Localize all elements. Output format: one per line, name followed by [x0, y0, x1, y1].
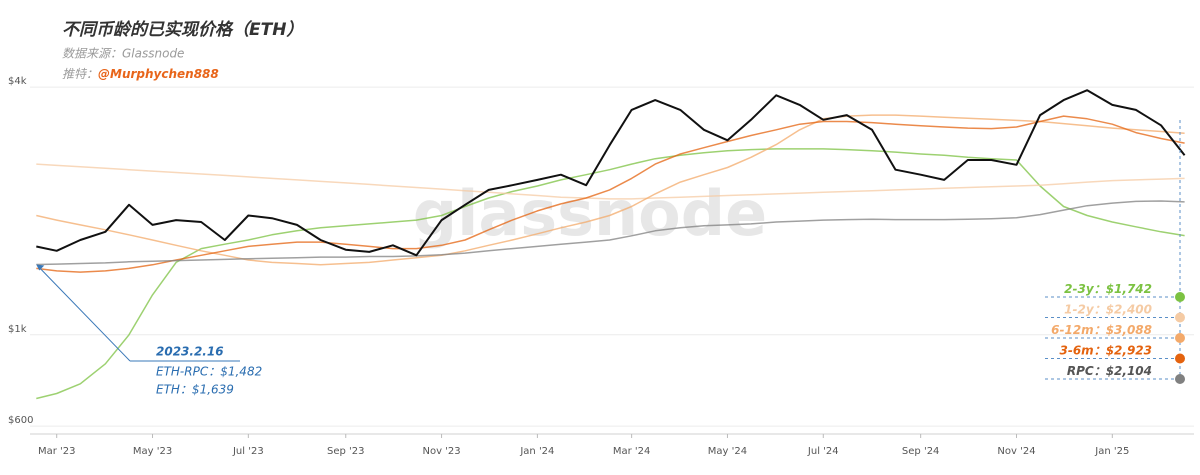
series-line [36, 115, 1185, 273]
series-line [36, 89, 1186, 257]
y-tick-label: $600 [8, 415, 33, 426]
x-tick-label: Mar '23 [38, 446, 76, 457]
legend-dot [1175, 374, 1185, 384]
twitter: 推特：@Murphychen888 [62, 67, 219, 81]
annotation-arrow [38, 267, 131, 362]
x-tick-label: Nov '23 [422, 446, 460, 457]
twitter-handle: @Murphychen888 [98, 67, 219, 81]
chart-title: 不同币龄的已实现价格（ETH） [62, 20, 303, 40]
x-tick-label: Jan '25 [1094, 446, 1129, 457]
legend-dot [1175, 333, 1185, 343]
y-tick-label: $4k [8, 76, 27, 87]
end-label: 1-2y：$2,400 [1064, 302, 1152, 316]
twitter-label: 推特： [62, 67, 98, 81]
legend-dot [1175, 292, 1185, 302]
legend-dot [1175, 312, 1185, 323]
end-value: $3,088 [1106, 323, 1152, 337]
annotation-line: ETH：$1,639 [156, 383, 234, 397]
annotation-arrowhead [36, 264, 45, 271]
end-value: $2,104 [1106, 364, 1152, 378]
x-tick-label: May '24 [708, 446, 747, 457]
x-tick-label: Jan '24 [519, 446, 554, 457]
x-tick-label: Nov '24 [997, 446, 1035, 457]
series-name: 6-12m： [1051, 323, 1106, 337]
series-name: 3-6m： [1060, 343, 1106, 357]
source: 数据来源：Glassnode [62, 47, 184, 61]
x-tick-label: Jul '23 [232, 446, 264, 457]
watermark: glassnode [413, 177, 767, 250]
series-line [36, 148, 1185, 400]
end-label: 3-6m：$2,923 [1060, 343, 1153, 357]
end-value: $1,742 [1106, 282, 1152, 296]
end-value: $2,400 [1106, 302, 1152, 316]
series-line [36, 163, 1185, 200]
legend-dot [1175, 353, 1185, 364]
end-label: 6-12m：$3,088 [1051, 323, 1152, 337]
series-line [36, 114, 1185, 266]
end-value: $2,923 [1106, 343, 1152, 357]
series-name: RPC： [1067, 364, 1106, 378]
annotation-date: 2023.2.16 [156, 345, 224, 359]
x-tick-label: May '23 [133, 446, 172, 457]
end-label: 2-3y：$1,742 [1064, 282, 1152, 296]
x-tick-label: Sep '23 [327, 446, 365, 457]
end-label: RPC：$2,104 [1067, 364, 1152, 378]
x-tick-label: Mar '24 [613, 446, 651, 457]
annotation-line: ETH-RPC：$1,482 [156, 365, 262, 379]
series-line [36, 200, 1185, 266]
series-name: 1-2y： [1064, 302, 1106, 316]
y-tick-label: $1k [8, 324, 27, 335]
x-tick-label: Sep '24 [902, 446, 940, 457]
series-name: 2-3y： [1064, 282, 1106, 296]
x-tick-label: Jul '24 [807, 446, 839, 457]
